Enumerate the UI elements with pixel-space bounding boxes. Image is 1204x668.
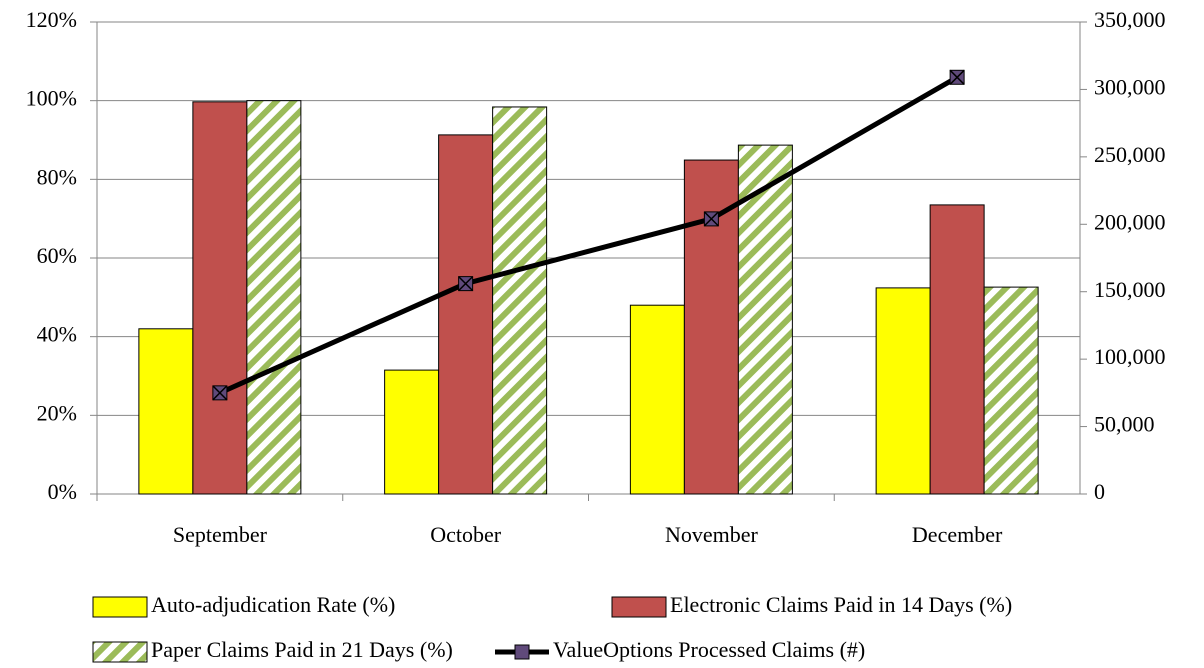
- legend-label: Paper Claims Paid in 21 Days (%): [151, 637, 453, 662]
- y2-tick-label: 50,000: [1094, 412, 1155, 437]
- line-marker: [212, 385, 228, 401]
- line-marker: [703, 211, 719, 227]
- x-tick-label: October: [430, 522, 502, 547]
- x-tick-label: December: [912, 522, 1003, 547]
- y2-tick-label: 100,000: [1094, 344, 1166, 369]
- y2-tick-label: 150,000: [1094, 277, 1166, 302]
- bar: [138, 328, 194, 495]
- legend-label: ValueOptions Processed Claims (#): [553, 637, 865, 662]
- bar: [737, 144, 793, 495]
- y-tick-label: 40%: [37, 322, 77, 347]
- y-tick-label: 0%: [48, 479, 77, 504]
- y2-tick-label: 200,000: [1094, 209, 1166, 234]
- legend-label: Auto-adjudication Rate (%): [151, 592, 395, 617]
- y2-tick-label: 300,000: [1094, 74, 1166, 99]
- line: [218, 75, 959, 396]
- bar: [875, 287, 931, 495]
- y-tick-label: 20%: [37, 400, 77, 425]
- bar: [192, 101, 248, 495]
- y2-tick-label: 0: [1094, 479, 1105, 504]
- y2-tick-label: 350,000: [1094, 7, 1166, 32]
- bar: [438, 134, 494, 495]
- bar: [983, 286, 1039, 495]
- y-tick-label: 80%: [37, 164, 77, 189]
- bar: [929, 204, 985, 495]
- legend-swatch: [611, 596, 667, 618]
- y2-tick-label: 250,000: [1094, 142, 1166, 167]
- legend-swatch: [92, 596, 148, 618]
- bar: [629, 304, 685, 495]
- bar: [384, 369, 440, 495]
- line-marker: [949, 69, 965, 85]
- line-marker: [458, 276, 474, 292]
- x-tick-label: November: [665, 522, 759, 547]
- bar: [246, 100, 302, 495]
- y-tick-label: 120%: [26, 7, 77, 32]
- legend-swatch: [92, 641, 148, 663]
- legend-marker: [514, 644, 530, 660]
- legend-label: Electronic Claims Paid in 14 Days (%): [670, 592, 1012, 617]
- x-tick-label: September: [173, 522, 268, 547]
- y-tick-label: 60%: [37, 243, 77, 268]
- bar: [492, 106, 548, 495]
- y-tick-label: 100%: [26, 86, 77, 111]
